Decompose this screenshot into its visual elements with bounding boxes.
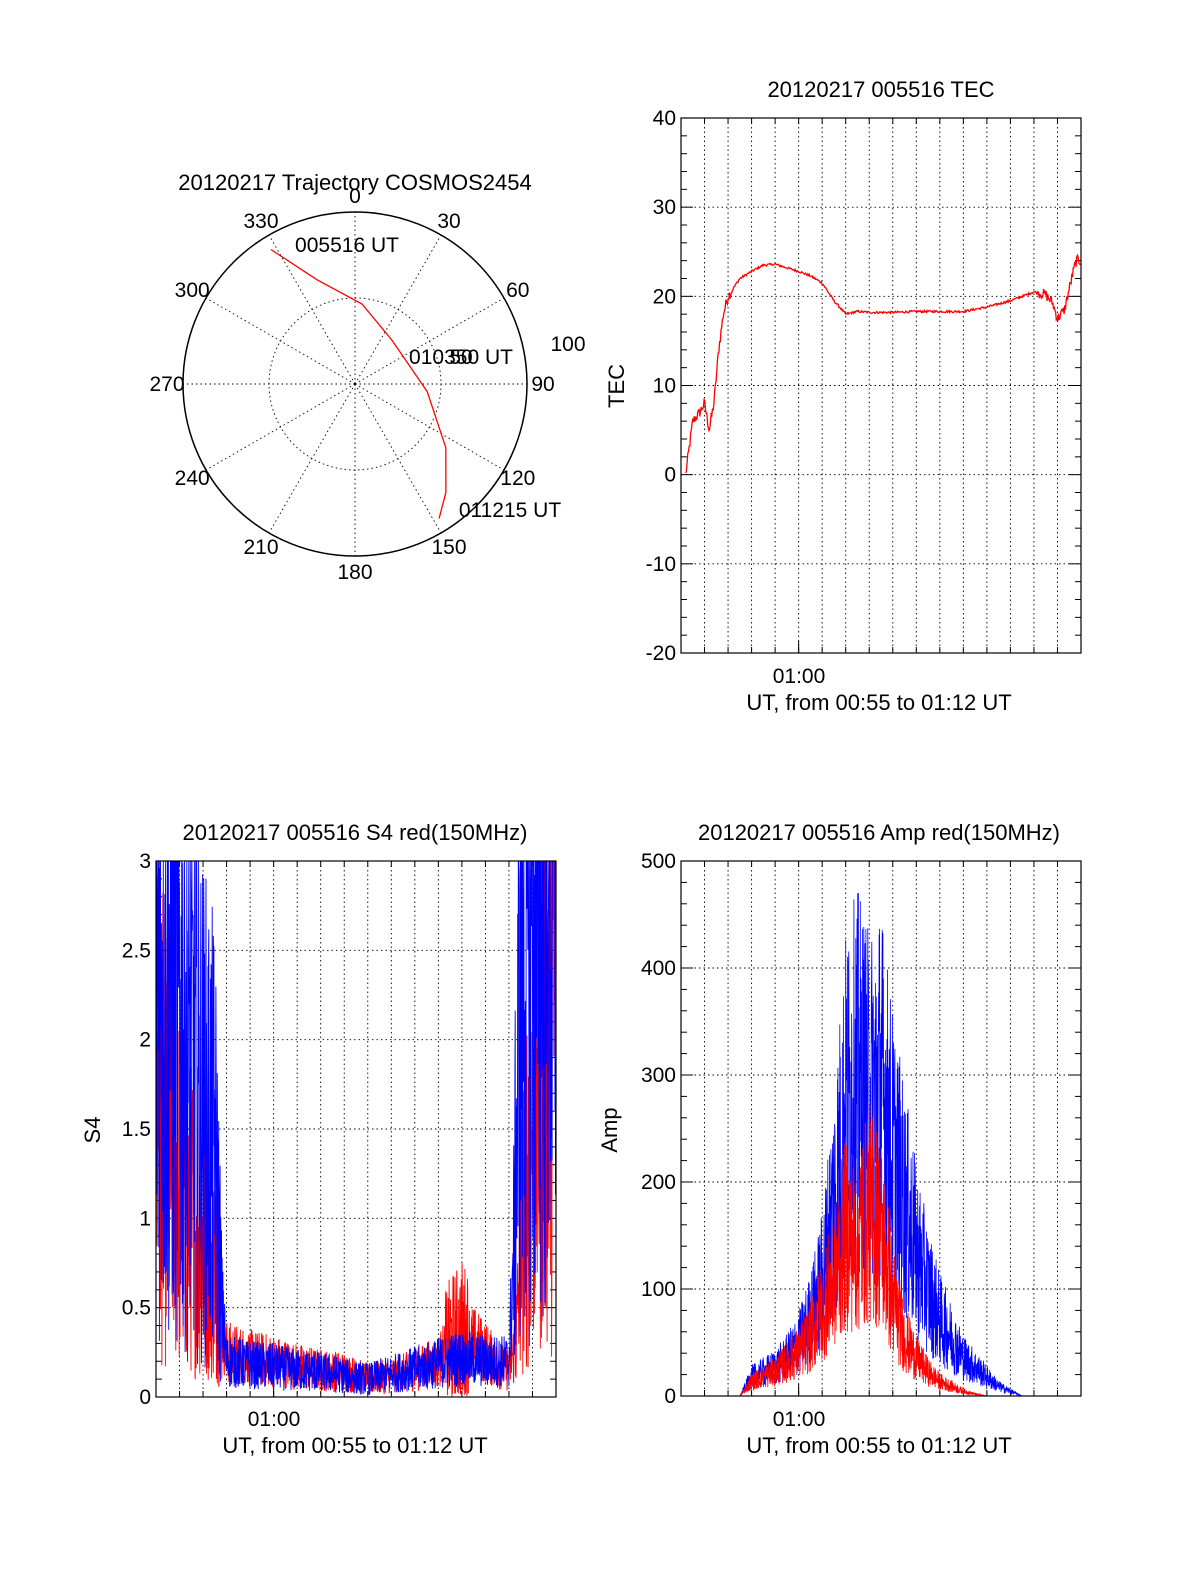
y-tick-label: -20: [646, 642, 676, 665]
polar-trajectory-chart: 20120217 Trajectory COSMOS2454 0 30 60 90 12…: [149, 170, 585, 584]
amp-y-axis-label: Amp: [597, 1107, 622, 1152]
s4-title: 20120217 005516 S4 red(150MHz): [183, 820, 528, 845]
y-tick-label: 0: [664, 464, 676, 487]
amp-series: [681, 893, 1081, 1397]
y-tick-label: 400: [641, 957, 676, 980]
polar-angle-label: 270: [149, 373, 184, 396]
polar-grid: [182, 211, 528, 557]
tec-x-tick-label: 01:00: [773, 665, 826, 688]
y-tick-label: 0: [139, 1386, 151, 1409]
trajectory-mid-label: 010350 UT: [409, 346, 513, 369]
amp-frame: [680, 860, 1082, 1397]
y-tick-label: 2.5: [122, 939, 151, 962]
y-tick-label: 30: [653, 196, 676, 219]
trajectory-start-label: 005516 UT: [295, 234, 399, 257]
s4-blue-series: [155, 860, 557, 1395]
tec-y-tick-labels: -20 -10 0 10 20 30 40: [646, 107, 676, 665]
y-tick-label: 0: [664, 1385, 676, 1408]
y-tick-label: -10: [646, 553, 676, 576]
polar-angle-label: 90: [531, 373, 554, 396]
tec-y-axis-label: TEC: [604, 364, 629, 408]
polar-angle-label: 180: [337, 561, 372, 584]
s4-x-tick-label: 01:00: [248, 1408, 301, 1431]
amp-y-tick-labels: 0 100 200 300 400 500: [641, 850, 676, 1408]
polar-spoke: [205, 383, 356, 471]
polar-spoke: [354, 383, 505, 471]
polar-angle-label: 0: [349, 185, 361, 208]
s4-frame: [155, 860, 557, 1398]
polar-spoke: [354, 383, 442, 534]
tec-frame: [680, 117, 1082, 654]
s4-y-axis-label: S4: [80, 1117, 105, 1144]
polar-spoke: [354, 297, 505, 385]
y-tick-label: 200: [641, 1171, 676, 1194]
amp-blue-series: [681, 893, 1081, 1397]
y-tick-label: 1: [139, 1207, 151, 1230]
polar-outer-radial-label: 100: [550, 333, 585, 356]
polar-spoke: [268, 383, 356, 534]
polar-angle-label: 210: [243, 536, 278, 559]
polar-spoke: [205, 297, 356, 385]
polar-angle-label: 300: [175, 279, 210, 302]
amp-x-axis-label: UT, from 00:55 to 01:12 UT: [746, 1433, 1011, 1458]
polar-angle-label: 60: [506, 279, 529, 302]
polar-angle-labels: 0 30 60 90 120 150 180 210 240 270 300 330: [149, 185, 554, 584]
polar-angle-label: 240: [175, 467, 210, 490]
y-tick-label: 100: [641, 1278, 676, 1301]
amp-x-tick-label: 01:00: [773, 1408, 826, 1431]
polar-radial-label: 50: [449, 346, 472, 369]
y-tick-label: 10: [653, 375, 676, 398]
polar-angle-label: 150: [431, 536, 466, 559]
s4-chart: 20120217 005516 S4 red(150MHz) 0 0.5 1 1.5 2…: [80, 820, 557, 1458]
polar-angle-label: 30: [437, 210, 460, 233]
y-tick-label: 20: [653, 285, 676, 308]
polar-spoke: [268, 234, 356, 385]
y-tick-label: 3: [139, 850, 151, 873]
y-tick-label: 300: [641, 1064, 676, 1087]
polar-spoke: [354, 234, 442, 385]
polar-title: 20120217 Trajectory COSMOS2454: [178, 170, 531, 195]
tec-series-line: [685, 253, 1082, 474]
amp-title: 20120217 005516 Amp red(150MHz): [698, 820, 1060, 845]
tec-chart: 20120217 005516 TEC -20 -10 0 10 20 30 40 01:0…: [604, 77, 1082, 715]
y-tick-label: 500: [641, 850, 676, 873]
polar-angle-label: 330: [243, 210, 278, 233]
tec-x-axis-label: UT, from 00:55 to 01:12 UT: [746, 690, 1011, 715]
trajectory-line: [270, 248, 447, 519]
amp-gridlines: [681, 860, 1081, 1397]
y-tick-label: 40: [653, 107, 676, 130]
s4-y-tick-labels: 0 0.5 1 1.5 2 2.5 3: [122, 850, 151, 1409]
amp-chart: 20120217 005516 Amp red(150MHz) 0 100 200 3…: [597, 820, 1082, 1458]
y-tick-label: 0.5: [122, 1297, 151, 1320]
tec-gridlines: [681, 117, 1081, 654]
y-tick-label: 1.5: [122, 1118, 151, 1141]
s4-x-axis-label: UT, from 00:55 to 01:12 UT: [222, 1433, 487, 1458]
y-tick-label: 2: [139, 1029, 151, 1052]
s4-series: [155, 860, 557, 1397]
polar-angle-label: 120: [500, 467, 535, 490]
trajectory-end-label: 011215 UT: [459, 499, 562, 522]
tec-title: 20120217 005516 TEC: [767, 77, 994, 102]
